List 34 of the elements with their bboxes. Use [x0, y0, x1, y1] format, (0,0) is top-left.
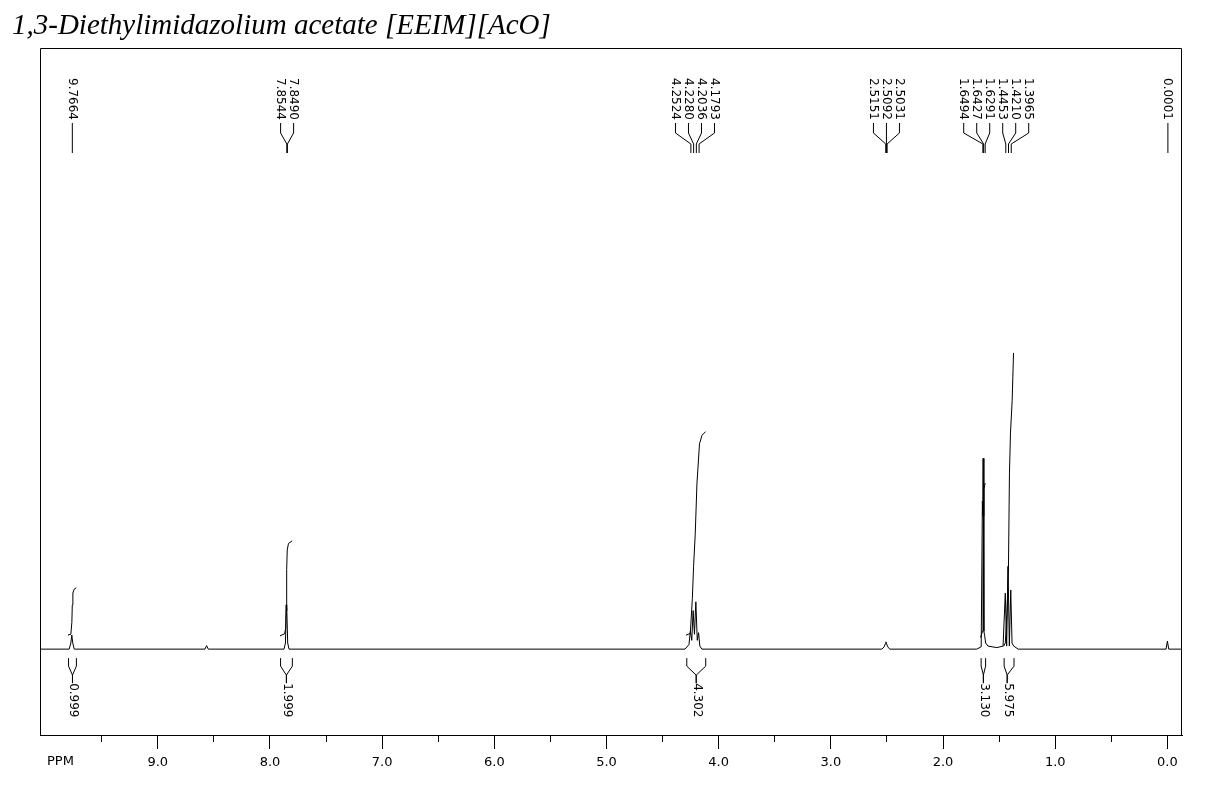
annotation: 5.975 [1001, 683, 1016, 718]
x-tick-label: 4.0 [708, 754, 730, 770]
annotation: 4.2524 [668, 78, 683, 120]
annotation: 0.0001 [1161, 78, 1176, 120]
annotation: 1.6291 [983, 78, 998, 120]
chart-title: 1,3-Diethylimidazolium acetate [EEIM][AcO] [12, 8, 551, 40]
annotation: 3.130 [977, 683, 992, 718]
annotation: 4.2036 [694, 78, 709, 120]
annotation: 4.2280 [681, 78, 696, 120]
annotation: 1.4453 [996, 78, 1011, 120]
annotation: 4.302 [690, 683, 705, 718]
annotation: 7.8544 [273, 78, 288, 120]
annotation: 0.999 [66, 683, 81, 718]
annotation: 4.1793 [707, 78, 722, 120]
annotation: 1.4210 [1009, 78, 1024, 120]
annotation: 1.3965 [1022, 78, 1037, 120]
x-tick-label: 9.0 [147, 754, 169, 770]
x-tick-label: 1.0 [1044, 754, 1066, 770]
x-tick-label: 0.0 [1157, 754, 1178, 770]
annotation: 1.6494 [957, 78, 972, 120]
x-axis-title: PPM [47, 753, 74, 769]
x-tick-label: 8.0 [259, 754, 281, 770]
x-tick-label: 3.0 [820, 754, 842, 770]
x-tick-label: 5.0 [596, 754, 617, 770]
annotation: 7.8490 [286, 78, 301, 120]
x-tick-label: 2.0 [932, 754, 954, 770]
x-tick-label: 6.0 [483, 754, 505, 770]
annotation: 2.5092 [879, 78, 894, 120]
annotation: 1.999 [280, 683, 295, 718]
annotation: 2.5151 [866, 78, 881, 120]
annotation: 2.5031 [892, 78, 907, 120]
x-tick-label: 7.0 [371, 754, 393, 770]
annotation: 9.7664 [65, 78, 80, 120]
annotation: 1.6427 [970, 78, 985, 120]
